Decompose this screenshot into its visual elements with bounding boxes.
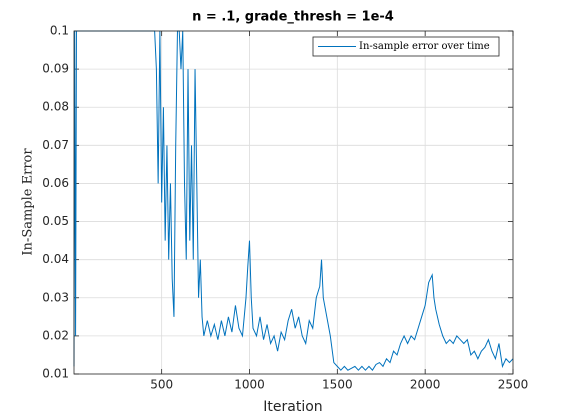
plot-frame bbox=[73, 30, 514, 375]
chart-title: n = .1, grade_thresh = 1e-4 bbox=[192, 10, 394, 25]
y-tick-label: 0.1 bbox=[50, 24, 69, 38]
legend-label: In-sample error over time bbox=[359, 41, 490, 52]
y-tick-label: 0.09 bbox=[42, 62, 69, 76]
y-tick-label: 0.08 bbox=[42, 100, 69, 114]
x-tick-label: 1000 bbox=[234, 378, 265, 392]
y-tick-label: 0.04 bbox=[42, 252, 69, 266]
x-tick-label: 2500 bbox=[498, 378, 529, 392]
x-tick-label: 2000 bbox=[410, 378, 441, 392]
y-tick-label: 0.06 bbox=[42, 176, 69, 190]
y-tick-label: 0.03 bbox=[42, 290, 69, 304]
y-axis-label: In-Sample Error bbox=[21, 148, 36, 256]
x-tick-label: 500 bbox=[150, 378, 173, 392]
legend-box bbox=[312, 36, 500, 57]
y-tick-label: 0.05 bbox=[42, 214, 69, 228]
y-tick-label: 0.02 bbox=[42, 328, 69, 342]
y-tick-label: 0.07 bbox=[42, 138, 69, 152]
y-tick-label: 0.01 bbox=[42, 367, 69, 381]
x-tick-label: 1500 bbox=[322, 378, 353, 392]
data-line bbox=[73, 30, 514, 372]
x-axis-label: Iteration bbox=[263, 399, 322, 415]
